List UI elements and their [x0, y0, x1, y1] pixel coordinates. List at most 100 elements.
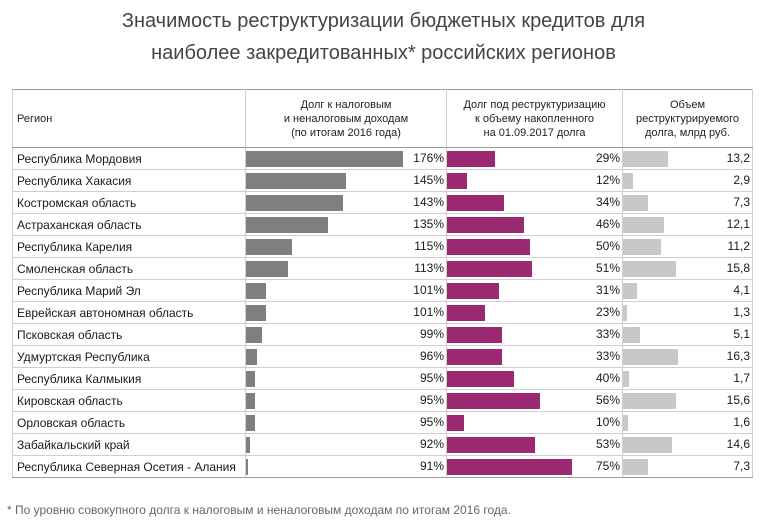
volume-cell: 1,6 — [622, 411, 753, 434]
restructuring-value-label: 10% — [595, 415, 620, 429]
restructuring-cell: 75% — [446, 455, 623, 478]
volume-cell: 15,8 — [622, 257, 753, 280]
region-name: Еврейская автономная область — [12, 301, 246, 324]
debt-income-cell: 176% — [245, 147, 447, 170]
volume-value-label: 5,1 — [733, 327, 750, 341]
table-row: Костромская область 143% 34% 7,3 — [12, 191, 753, 214]
region-name: Удмуртская Республика — [12, 345, 246, 368]
chart-title-line-1: Значимость реструктуризации бюджетных кр… — [121, 10, 646, 32]
region-name: Республика Карелия — [12, 235, 246, 258]
volume-value-label: 1,6 — [733, 415, 750, 429]
debt-income-value-label: 96% — [419, 349, 444, 363]
debt-income-bar — [246, 261, 288, 277]
header-region: Регион — [12, 89, 246, 148]
header-debt-income-line-2: и неналоговым доходам — [283, 112, 409, 125]
volume-value-label: 13,2 — [726, 151, 750, 165]
debt-income-bar — [246, 151, 403, 167]
debt-income-value-label: 101% — [413, 283, 444, 297]
debt-income-cell: 135% — [245, 213, 447, 236]
header-restructuring-line-1: Долг под реструктуризацию — [463, 98, 606, 111]
region-name: Республика Калмыкия — [12, 367, 246, 390]
debt-income-value-label: 91% — [419, 459, 444, 473]
header-debt-income-line-3: (по итогам 2016 года) — [291, 126, 401, 139]
volume-bar — [623, 305, 628, 321]
debt-income-bar — [246, 437, 250, 453]
restructuring-cell: 12% — [446, 169, 623, 192]
volume-cell: 11,2 — [622, 235, 753, 258]
volume-cell: 4,1 — [622, 279, 753, 302]
debt-income-value-label: 115% — [414, 239, 444, 253]
region-name: Забайкальский край — [12, 433, 246, 456]
restructuring-cell: 29% — [446, 147, 623, 170]
volume-bar — [623, 437, 673, 453]
data-table: Регион Долг к налоговым и неналоговым до… — [12, 89, 753, 478]
table-row: Республика Мордовия 176% 29% 13,2 — [12, 147, 753, 170]
table-row: Республика Марий Эл 101% 31% 4,1 — [12, 279, 753, 302]
debt-income-cell: 96% — [245, 345, 447, 368]
restructuring-value-label: 34% — [595, 195, 620, 209]
restructuring-cell: 33% — [446, 345, 623, 368]
volume-cell: 2,9 — [622, 169, 753, 192]
debt-income-value-label: 101% — [413, 305, 444, 319]
debt-income-bar — [246, 349, 257, 365]
restructuring-cell: 51% — [446, 257, 623, 280]
restructuring-bar — [447, 283, 499, 299]
debt-income-cell: 91% — [245, 455, 447, 478]
header-volume-line-2: реструктурируемого — [635, 112, 740, 125]
debt-income-value-label: 176% — [413, 151, 444, 165]
debt-income-value-label: 99% — [419, 327, 444, 341]
volume-bar — [623, 283, 637, 299]
restructuring-cell: 23% — [446, 301, 623, 324]
table-row: Еврейская автономная область 101% 23% 1,3 — [12, 301, 753, 324]
restructuring-value-label: 46% — [595, 217, 620, 231]
restructuring-cell: 10% — [446, 411, 623, 434]
table-row: Республика Калмыкия 95% 40% 1,7 — [12, 367, 753, 390]
volume-cell: 15,6 — [622, 389, 753, 412]
restructuring-value-label: 33% — [595, 327, 620, 341]
header-row: Регион Долг к налоговым и неналоговым до… — [12, 89, 753, 148]
volume-cell: 1,3 — [622, 301, 753, 324]
debt-income-cell: 95% — [245, 389, 447, 412]
region-name: Псковская область — [12, 323, 246, 346]
header-volume: Объем реструктурируемого долга, млрд руб… — [622, 89, 753, 148]
header-volume-line-3: долга, млрд руб. — [644, 126, 730, 139]
volume-bar — [623, 151, 668, 167]
volume-value-label: 7,3 — [733, 459, 750, 473]
restructuring-cell: 40% — [446, 367, 623, 390]
volume-bar — [623, 349, 678, 365]
restructuring-value-label: 12% — [595, 173, 620, 187]
volume-bar — [623, 415, 629, 431]
volume-cell: 16,3 — [622, 345, 753, 368]
restructuring-value-label: 31% — [595, 283, 620, 297]
header-restructuring-line-2: к объему накопленного — [474, 112, 595, 125]
table-row: Астраханская область 135% 46% 12,1 — [12, 213, 753, 236]
volume-cell: 7,3 — [622, 455, 753, 478]
restructuring-cell: 33% — [446, 323, 623, 346]
restructuring-bar — [447, 305, 486, 321]
table-row: Орловская область 95% 10% 1,6 — [12, 411, 753, 434]
debt-income-value-label: 145% — [413, 173, 444, 187]
table-row: Республика Северная Осетия - Алания 91% 75… — [12, 455, 753, 478]
restructuring-bar — [447, 437, 536, 453]
volume-bar — [623, 239, 661, 255]
volume-cell: 12,1 — [622, 213, 753, 236]
restructuring-value-label: 40% — [595, 371, 620, 385]
volume-bar — [623, 393, 676, 409]
debt-income-bar — [246, 173, 347, 189]
region-name: Республика Мордовия — [12, 147, 246, 170]
region-name: Кировская область — [12, 389, 246, 412]
volume-value-label: 14,6 — [726, 437, 750, 451]
table-body: Республика Мордовия 176% 29% 13,2 Республика… — [12, 147, 753, 478]
restructuring-bar — [447, 349, 502, 365]
restructuring-cell: 31% — [446, 279, 623, 302]
restructuring-value-label: 56% — [595, 393, 620, 407]
restructuring-cell: 56% — [446, 389, 623, 412]
volume-value-label: 11,2 — [727, 239, 750, 253]
table-row: Псковская область 99% 33% 5,1 — [12, 323, 753, 346]
volume-bar — [623, 327, 641, 343]
restructuring-bar — [447, 239, 531, 255]
debt-income-bar — [246, 217, 329, 233]
debt-income-value-label: 92% — [419, 437, 444, 451]
restructuring-cell: 50% — [446, 235, 623, 258]
debt-income-value-label: 143% — [413, 195, 444, 209]
